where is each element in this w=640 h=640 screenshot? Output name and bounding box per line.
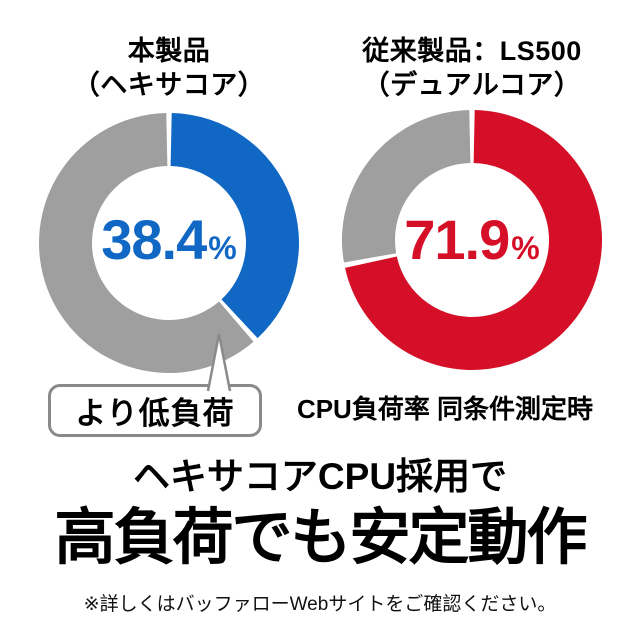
chart-title-right: 従来製品：LS500 （デュアルコア） xyxy=(332,34,612,102)
headline-line1: ヘキサコアCPU採用で xyxy=(132,456,508,497)
chart-title-right-line2: （デュアルコア） xyxy=(362,70,582,100)
percent-sign-ls500: % xyxy=(511,230,540,266)
percent-label-ls500: 71.9% xyxy=(332,212,612,283)
donut-segment-value xyxy=(170,113,299,339)
donut-chart-ls500 xyxy=(342,110,602,371)
callout-lower-load-label: より低負荷 xyxy=(75,396,235,431)
donut-segment-rest xyxy=(342,110,471,263)
headline-line2: 高負荷でも安定動作 xyxy=(54,503,587,571)
chart-title-left-line1: 本製品 xyxy=(127,36,211,66)
donut-segment-rest xyxy=(39,113,254,374)
callout-lower-load: より低負荷 xyxy=(48,384,262,437)
donut-segment-value xyxy=(345,110,602,371)
donut-chart-product xyxy=(39,113,299,374)
percent-sign-product: % xyxy=(208,230,237,266)
chart-title-left-line2: （ヘキサコア） xyxy=(72,70,266,100)
footnote: ※詳しくはバッファローWebサイトをご確認ください。 xyxy=(83,594,557,615)
chart-title-right-line1: 従来製品：LS500 xyxy=(362,36,582,66)
percent-value-product: 38.4 xyxy=(101,208,207,271)
chart-caption: CPU負荷率 同条件測定時 xyxy=(296,394,594,424)
chart-title-left: 本製品 （ヘキサコア） xyxy=(29,34,309,102)
percent-value-ls500: 71.9 xyxy=(404,208,510,271)
percent-label-product: 38.4% xyxy=(29,212,309,283)
